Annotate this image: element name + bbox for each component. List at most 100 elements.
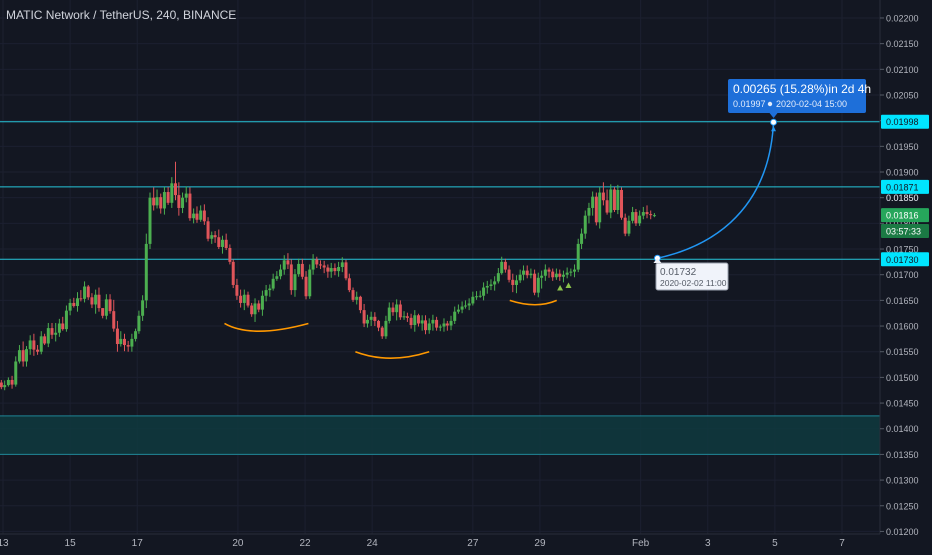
x-tick-label: 29 bbox=[534, 538, 546, 549]
candle-body bbox=[57, 323, 61, 333]
candle-body bbox=[122, 338, 126, 346]
y-tick-label: 0.01250 bbox=[886, 501, 919, 511]
level-price-tag-label: 0.01998 bbox=[886, 117, 919, 127]
candle-body bbox=[395, 304, 399, 313]
candle-body bbox=[83, 286, 87, 299]
y-tick-label: 0.01700 bbox=[886, 270, 919, 280]
candle-body bbox=[170, 183, 174, 203]
candle-body bbox=[188, 193, 192, 219]
candle-body bbox=[377, 320, 381, 328]
candle-body bbox=[652, 215, 656, 217]
y-tick-label: 0.01750 bbox=[886, 245, 919, 255]
candle-body bbox=[46, 328, 50, 344]
candle-body bbox=[601, 192, 605, 201]
candle-body bbox=[460, 306, 464, 310]
candle-body bbox=[289, 264, 293, 291]
x-tick-label: 7 bbox=[839, 538, 845, 549]
candle-body bbox=[6, 379, 10, 386]
current-price-tag bbox=[881, 208, 929, 223]
candle-body bbox=[616, 189, 620, 211]
candle-body bbox=[210, 235, 214, 239]
candle-body bbox=[453, 311, 457, 321]
start-label-time: 2020-02-02 11:00 bbox=[660, 278, 727, 288]
candle-body bbox=[525, 270, 529, 276]
candle-body bbox=[199, 210, 203, 220]
axes: 0.022000.021500.021000.020500.020000.019… bbox=[0, 0, 919, 549]
candle-body bbox=[166, 192, 170, 203]
y-tick-label: 0.01200 bbox=[886, 527, 919, 537]
y-tick-label: 0.01850 bbox=[886, 193, 919, 203]
candle-body bbox=[485, 285, 489, 288]
pattern-curve bbox=[509, 299, 558, 306]
start-label-box bbox=[655, 262, 729, 291]
candle-body bbox=[72, 302, 76, 307]
candle-body bbox=[638, 215, 642, 224]
candle-body bbox=[416, 315, 420, 324]
candles bbox=[0, 161, 656, 391]
projection-detail-price: 0.01997 bbox=[733, 99, 766, 109]
candle-body bbox=[463, 305, 467, 307]
countdown-tag bbox=[881, 224, 929, 239]
candle-body bbox=[420, 320, 424, 324]
candle-body bbox=[311, 259, 315, 270]
candle-body bbox=[130, 338, 134, 347]
candle-body bbox=[112, 311, 116, 329]
y-tick-label: 0.01950 bbox=[886, 142, 919, 152]
candle-body bbox=[257, 303, 261, 310]
y-tick-label: 0.01900 bbox=[886, 168, 919, 178]
candle-body bbox=[337, 267, 341, 272]
y-tick-label: 0.01350 bbox=[886, 450, 919, 460]
candle-body bbox=[195, 213, 199, 220]
candle-body bbox=[152, 197, 156, 206]
candle-body bbox=[86, 286, 90, 298]
candle-body bbox=[471, 296, 475, 304]
y-tick-label: 0.02200 bbox=[886, 13, 919, 23]
candle-body bbox=[355, 296, 359, 300]
signal-marker bbox=[565, 282, 572, 288]
candle-body bbox=[206, 221, 210, 239]
candle-body bbox=[282, 260, 286, 270]
candle-body bbox=[119, 338, 123, 345]
candle-body bbox=[358, 296, 362, 311]
candle-body bbox=[442, 323, 446, 327]
candle-body bbox=[90, 297, 94, 305]
candle-body bbox=[362, 310, 366, 324]
candle-body bbox=[605, 200, 609, 213]
candle-body bbox=[54, 332, 58, 335]
candle-body bbox=[141, 300, 145, 316]
start-label-price: 0.01732 bbox=[660, 267, 697, 278]
candle-body bbox=[576, 243, 580, 270]
x-tick-label: 27 bbox=[467, 538, 479, 549]
candle-body bbox=[402, 316, 406, 318]
candle-body bbox=[279, 269, 283, 277]
y-tick-label: 0.01500 bbox=[886, 373, 919, 383]
level-price-tag-label: 0.01871 bbox=[886, 182, 919, 192]
candle-body bbox=[3, 385, 7, 388]
x-tick-label: Feb bbox=[632, 538, 650, 549]
candle-body bbox=[304, 276, 308, 297]
y-tick-label: 0.01450 bbox=[886, 399, 919, 409]
candle-body bbox=[456, 309, 460, 312]
y-tick-label: 0.01600 bbox=[886, 322, 919, 332]
candle-body bbox=[333, 268, 337, 272]
candle-body bbox=[293, 274, 297, 291]
candle-body bbox=[536, 277, 540, 293]
x-tick-label: 3 bbox=[705, 538, 711, 549]
candle-body bbox=[587, 207, 591, 216]
candle-body bbox=[217, 237, 221, 247]
projection-detail-dot bbox=[767, 101, 773, 107]
projection-headline: 0.00265 (15.28%)in 2d 4h bbox=[733, 82, 871, 96]
candle-body bbox=[398, 304, 402, 318]
candle-body bbox=[503, 261, 507, 270]
start-label-pointer bbox=[653, 258, 662, 263]
candle-body bbox=[79, 298, 83, 300]
candle-body bbox=[591, 196, 595, 208]
candle-body bbox=[351, 290, 355, 300]
candle-body bbox=[413, 315, 417, 326]
projection-drawing: 0.00265 (15.28%)in 2d 4h 0.01997 2020-02-0… bbox=[653, 79, 871, 291]
candle-body bbox=[427, 323, 431, 331]
price-tag-label: 0.01850 bbox=[886, 193, 919, 203]
x-tick-label: 15 bbox=[65, 538, 77, 549]
